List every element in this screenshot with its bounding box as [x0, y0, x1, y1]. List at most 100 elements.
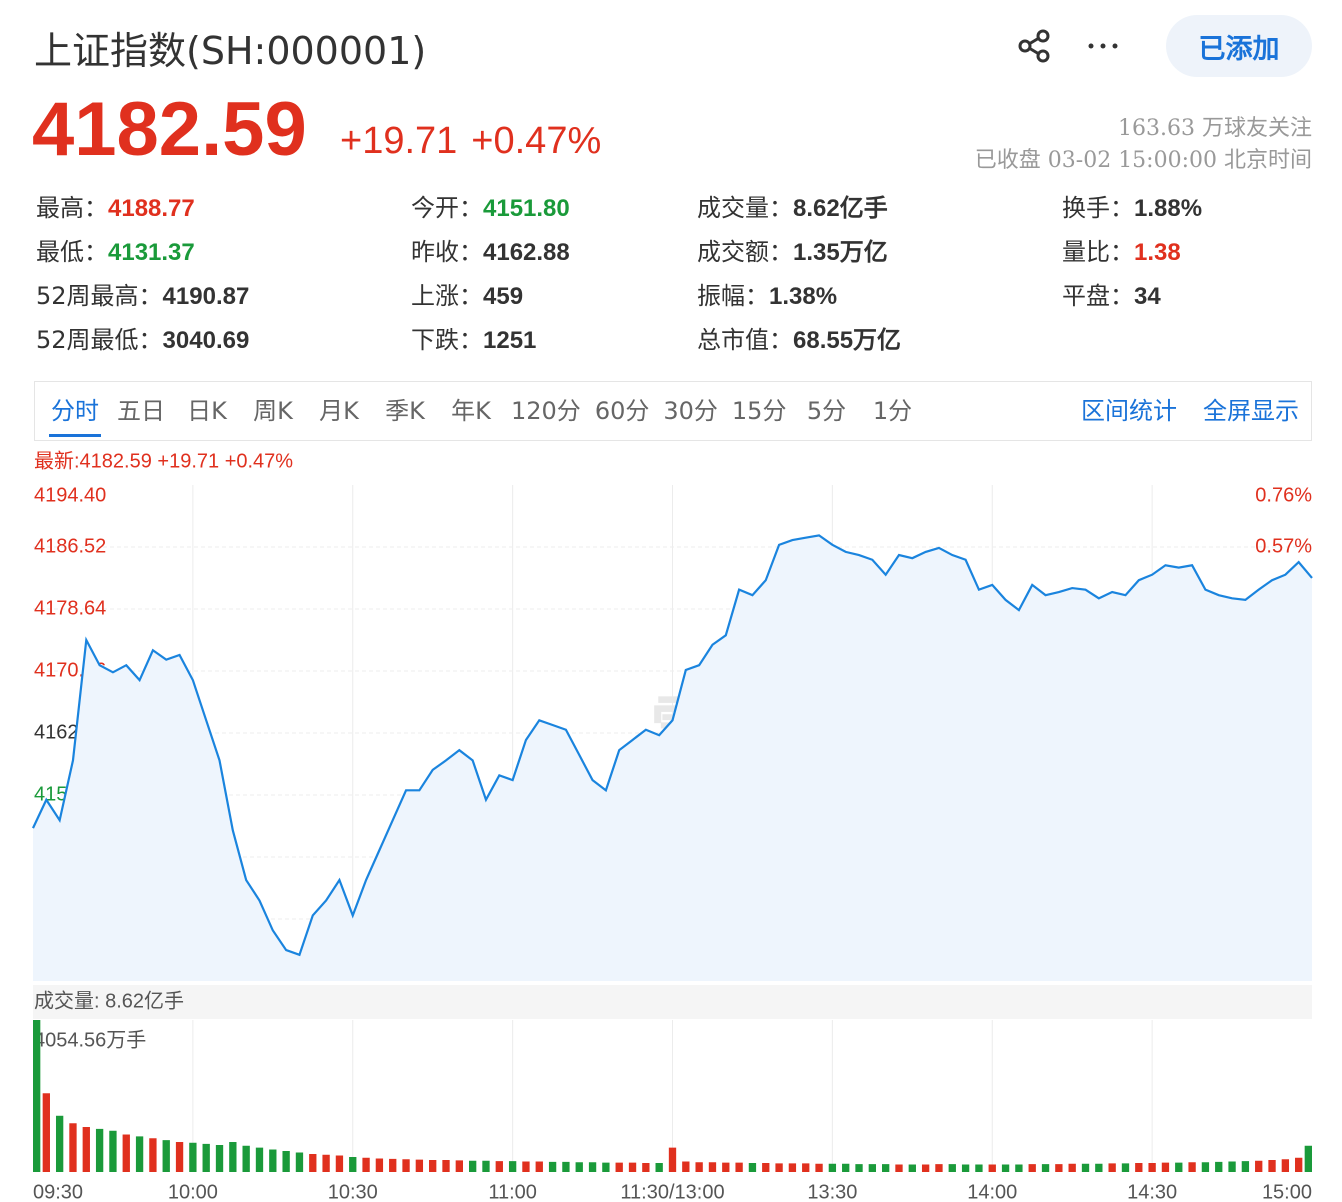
stat: 换手：1.88%: [1062, 192, 1202, 236]
volume-bar: [1281, 1159, 1290, 1172]
volume-bar: [788, 1163, 797, 1172]
stat-label: 平盘：: [1062, 282, 1134, 310]
volume-bar: [522, 1161, 530, 1172]
tab[interactable]: 1分: [872, 397, 913, 425]
stat: 量比：1.38: [1062, 236, 1202, 280]
volume-bar: [815, 1163, 823, 1172]
status: 已收盘 03-02 15:00:00 北京时间: [974, 148, 1312, 173]
volume-bar: [882, 1164, 890, 1172]
stat-value: 4190.87: [162, 283, 250, 310]
meta: 163.63 万球友关注已收盘 03-02 15:00:00 北京时间: [975, 113, 1312, 177]
volume-bar: [429, 1160, 437, 1172]
volume-bar: [282, 1151, 290, 1172]
volume-bar: [1188, 1162, 1196, 1172]
volume-bar: [295, 1152, 304, 1172]
volume-bar: [1041, 1164, 1050, 1172]
change-pct: +0.47%: [471, 120, 602, 162]
y-tick-label: 4194.40: [34, 484, 106, 506]
tab[interactable]: 年K: [451, 397, 491, 425]
volume-bar: [1201, 1162, 1210, 1172]
tab[interactable]: 5分: [806, 397, 847, 425]
volume-bar: [975, 1164, 983, 1172]
stat-label: 上涨：: [411, 282, 483, 310]
price-line: [32, 534, 1313, 957]
volume-bar: [668, 1147, 677, 1172]
volume-bar: [309, 1154, 317, 1172]
chart: 最新:4182.59 +19.71 +0.47% 09:30 10:00 10:30 1…: [32, 449, 1313, 1202]
tab[interactable]: 120分: [511, 397, 581, 425]
volume-bar: [229, 1142, 237, 1172]
stat: 成交额：1.35万亿: [697, 236, 901, 280]
volume-bar: [149, 1138, 157, 1172]
tab[interactable]: 月K: [319, 397, 359, 425]
volume-bar: [895, 1164, 903, 1172]
volume-bar: [202, 1143, 210, 1172]
followers: 163.63 万球友关注: [1118, 116, 1312, 141]
stat: 今开：4151.80: [411, 192, 570, 236]
share-icon[interactable]: [1016, 28, 1056, 68]
tab[interactable]: 日K: [187, 397, 227, 425]
volume-bar: [802, 1163, 810, 1172]
volume-bar: [95, 1128, 104, 1172]
volume-bar: [322, 1154, 330, 1172]
volume-bar: [695, 1162, 703, 1172]
stat: 最高：4188.77: [36, 192, 249, 236]
tab-link[interactable]: 区间统计: [1081, 397, 1177, 425]
tab[interactable]: 季K: [385, 397, 425, 425]
tab[interactable]: 30分: [663, 397, 718, 425]
stats-column: 成交量：8.62亿手 成交额：1.35万亿 振幅：1.38% 总市值：68.55万亿: [697, 192, 901, 368]
volume-bar: [349, 1157, 357, 1172]
tab[interactable]: 15分: [731, 397, 787, 425]
volume-bar: [762, 1163, 770, 1172]
volume-bar: [868, 1164, 877, 1172]
stat: 52周最低：3040.69: [36, 324, 249, 368]
volume-bar: [1121, 1163, 1130, 1172]
more-icon[interactable]: [1086, 36, 1120, 56]
stat: 振幅：1.38%: [697, 280, 901, 324]
volume-bar: [1068, 1163, 1076, 1172]
stat-value: 68.55万亿: [793, 327, 902, 354]
volume-bar: [588, 1162, 597, 1172]
volume-bar: [33, 1020, 41, 1172]
volume-bar: [1108, 1163, 1116, 1172]
volume-bar: [175, 1142, 184, 1172]
volume-bar: [1055, 1164, 1063, 1172]
tab-links: 区间统计 全屏显示: [1055, 382, 1299, 440]
change-value: +19.71: [340, 120, 458, 162]
follow-button[interactable]: 已添加: [1166, 15, 1312, 77]
volume-bar: [1148, 1163, 1156, 1172]
volume-title: 成交量: 8.62亿手: [34, 989, 184, 1012]
price: 4182.59: [32, 87, 307, 172]
tab[interactable]: 60分: [594, 397, 650, 425]
tab[interactable]: 周K: [253, 397, 293, 425]
stat-label: 52周最高：: [36, 282, 163, 310]
volume-bar: [961, 1164, 970, 1172]
volume-bar: [122, 1134, 130, 1172]
stat-label: 量比：: [1062, 238, 1134, 266]
volume-header: [33, 985, 1312, 1019]
volume-bar: [69, 1123, 77, 1172]
stat-label: 总市值：: [697, 326, 793, 354]
stat-label: 最低：: [36, 238, 108, 266]
stat: 昨收：4162.88: [411, 236, 570, 280]
volume-bar: [455, 1160, 463, 1172]
tab-link[interactable]: 全屏显示: [1203, 397, 1299, 425]
tab[interactable]: 分时: [49, 382, 101, 440]
stat: 成交量：8.62亿手: [697, 192, 901, 236]
stat: 下跌：1251: [411, 324, 570, 368]
area: [33, 535, 1312, 981]
volume-bar: [642, 1163, 650, 1172]
volume-bar: [575, 1162, 583, 1172]
volume-bar: [162, 1140, 170, 1172]
volume-bar: [482, 1160, 490, 1172]
x-tick-label: 14:00: [967, 1181, 1017, 1202]
tab[interactable]: 五日: [117, 397, 165, 425]
volume-bar: [921, 1164, 930, 1172]
y2-tick-label: 0.76%: [1255, 484, 1312, 506]
stat-value: 1.38: [1134, 239, 1181, 266]
volume-bar: [735, 1162, 743, 1172]
change: +19.71 +0.47%: [340, 120, 615, 163]
volume-bar: [389, 1158, 397, 1172]
volume-bar: [269, 1149, 277, 1172]
